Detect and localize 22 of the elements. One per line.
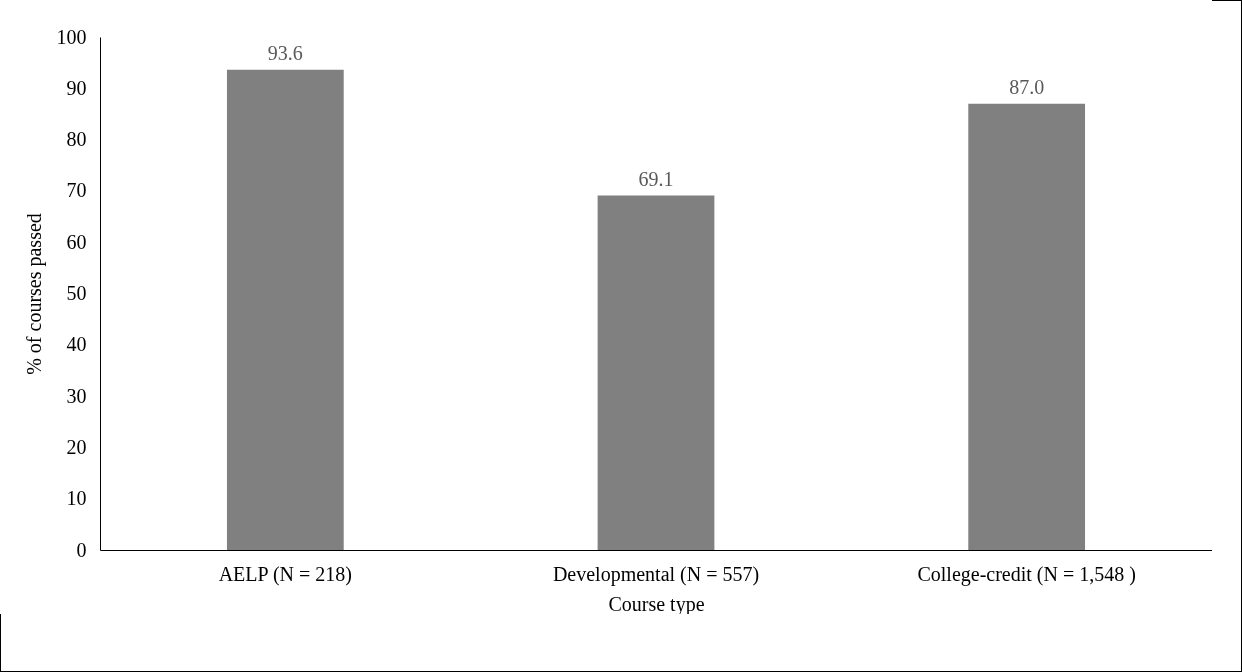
bar: [226, 69, 344, 550]
bar: [597, 195, 715, 550]
y-tick-label: 80: [66, 128, 87, 151]
y-tick-label: 40: [66, 333, 87, 356]
y-tick-label: 10: [66, 487, 87, 510]
data-label: 87.0: [1009, 75, 1045, 98]
data-label: 93.6: [267, 41, 303, 64]
y-tick-label: 100: [56, 25, 87, 48]
data-label: 69.1: [638, 167, 674, 190]
y-tick-label: 20: [66, 435, 87, 458]
y-tick-label: 0: [76, 538, 87, 561]
y-tick-label: 30: [66, 384, 87, 407]
y-tick-label: 50: [66, 282, 87, 304]
y-tick-label: 70: [66, 179, 87, 202]
y-tick-label: 90: [66, 76, 87, 99]
y-tick-label: 60: [66, 230, 87, 253]
bar: [968, 103, 1086, 550]
y-axis-title: % of courses passed: [22, 213, 46, 375]
x-tick-label: Developmental (N = 557): [552, 562, 760, 586]
x-tick-label: College-credit (N = 1,548 ): [917, 562, 1136, 586]
x-tick-label: AELP (N = 218): [218, 562, 352, 586]
x-axis-title: Course type: [608, 592, 705, 616]
